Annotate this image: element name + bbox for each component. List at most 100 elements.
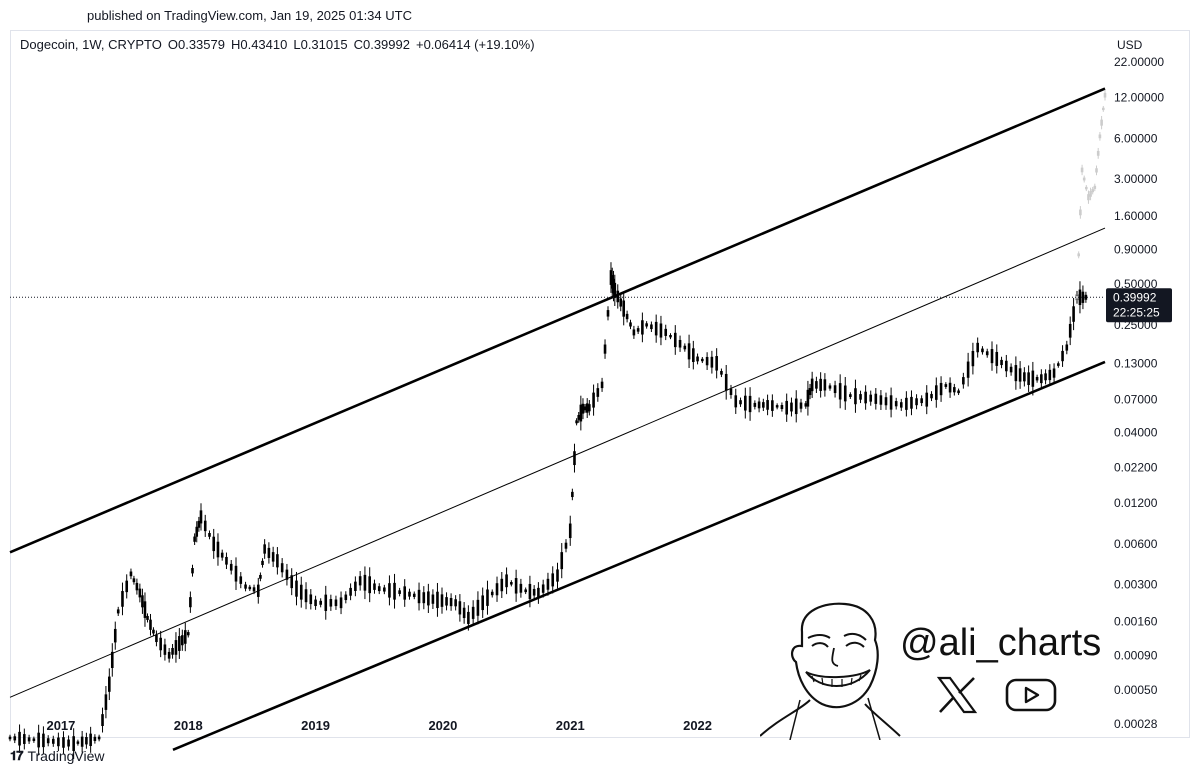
y-tick-label: 0.00028	[1114, 717, 1158, 731]
projection-candle	[1079, 209, 1082, 216]
price-candle	[159, 637, 162, 651]
price-candle	[197, 520, 201, 528]
price-candle	[592, 392, 595, 408]
price-candle	[806, 389, 810, 407]
projection-candle	[1075, 296, 1079, 299]
price-candle	[724, 373, 728, 391]
price-candle	[46, 738, 50, 744]
price-candle	[771, 400, 774, 411]
price-candle	[138, 588, 142, 598]
price-candle	[309, 594, 313, 605]
open-value: O0.33579	[167, 37, 225, 52]
price-candle	[915, 398, 918, 406]
price-candle	[125, 580, 129, 593]
price-candle	[417, 589, 421, 604]
price-candle	[449, 597, 453, 607]
price-candle	[894, 401, 898, 407]
price-candle	[89, 733, 92, 747]
price-candle	[519, 583, 523, 593]
price-candle	[344, 594, 348, 601]
price-candle	[276, 554, 279, 568]
y-tick-label: 0.00090	[1114, 648, 1158, 662]
price-candle	[408, 591, 411, 597]
price-candle	[753, 402, 757, 407]
projection-candle	[1077, 253, 1080, 257]
price-candle	[368, 576, 371, 594]
price-candle	[990, 349, 994, 364]
close-value: C0.39992	[353, 37, 410, 52]
price-candle	[905, 397, 908, 410]
price-candle	[596, 388, 600, 397]
price-candle	[505, 574, 508, 588]
price-candle	[930, 393, 933, 399]
price-candle	[436, 591, 439, 609]
price-candle	[121, 591, 124, 607]
price-candle	[339, 597, 343, 609]
x-tick-label: 2022	[683, 718, 712, 733]
price-candle	[966, 361, 970, 378]
price-candle	[57, 737, 60, 747]
price-candle	[195, 526, 199, 537]
price-candle	[1081, 291, 1085, 303]
price-candle	[1072, 306, 1075, 322]
price-candle	[583, 406, 587, 411]
price-candle	[280, 563, 284, 573]
price-candle	[889, 395, 893, 410]
price-candle	[135, 582, 139, 591]
price-candle	[780, 405, 784, 410]
y-tick-label: 0.02200	[1114, 461, 1158, 475]
price-candle	[864, 391, 867, 404]
price-candle	[32, 738, 36, 741]
price-candle	[304, 589, 308, 603]
y-tick-label: 0.01200	[1114, 496, 1158, 510]
price-candle	[299, 584, 303, 600]
price-candle	[171, 647, 174, 655]
price-candle	[957, 390, 960, 394]
price-candle	[18, 731, 21, 746]
price-candle	[976, 342, 979, 353]
y-tick-label: 0.50000	[1114, 277, 1158, 291]
price-candle	[854, 388, 857, 405]
price-candle	[683, 345, 687, 350]
x-tick-label: 2018	[174, 718, 203, 733]
low-value: L0.31015	[293, 37, 348, 52]
price-candle	[1040, 374, 1043, 384]
price-candle	[1044, 373, 1047, 381]
price-candle	[85, 737, 88, 745]
x-tick-label: 2020	[428, 718, 457, 733]
price-candle	[843, 385, 847, 402]
price-candle	[155, 634, 158, 643]
price-candle	[167, 651, 171, 659]
price-candle	[110, 651, 114, 669]
price-candle	[625, 313, 629, 320]
symbol-name: Dogecoin, 1W, CRYPTO	[20, 37, 162, 52]
price-candle	[673, 332, 677, 348]
price-candle	[720, 370, 723, 375]
price-candle	[178, 636, 181, 651]
projection-candle	[1096, 150, 1100, 156]
price-candle	[62, 737, 65, 748]
price-candle	[398, 590, 401, 594]
change-value: +0.06414 (+19.10%)	[415, 37, 535, 52]
projection-candle	[1093, 185, 1097, 189]
price-candle	[76, 741, 80, 744]
price-candle	[476, 599, 480, 616]
price-candle	[579, 404, 583, 422]
tradingview-logo[interactable]: 𝟏𝟕 TradingView	[10, 748, 105, 764]
currency-selector[interactable]: USD	[1110, 33, 1156, 57]
price-candle	[815, 381, 818, 389]
projection-candle	[1091, 189, 1094, 193]
price-candle	[152, 629, 155, 634]
price-candle	[729, 388, 733, 395]
price-candle	[252, 587, 256, 592]
price-candle	[775, 405, 779, 408]
price-candle	[412, 593, 416, 597]
price-candle	[314, 599, 317, 607]
price-candle	[263, 544, 266, 554]
price-candle	[971, 350, 975, 367]
price-candle	[295, 580, 298, 597]
price-candle	[710, 356, 714, 368]
channel-line	[9, 227, 1106, 698]
y-tick-label: 22.00000	[1114, 55, 1164, 69]
